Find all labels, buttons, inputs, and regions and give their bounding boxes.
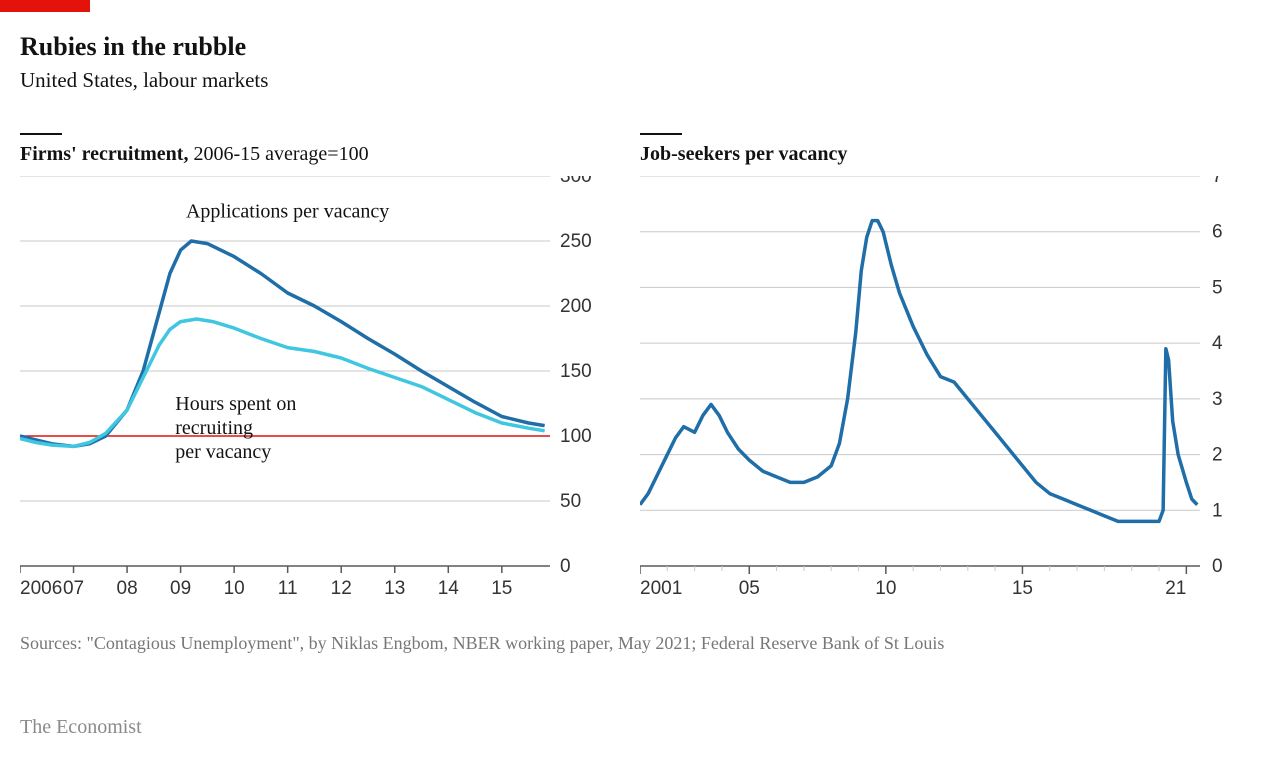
brand-label: The Economist: [20, 716, 142, 739]
svg-text:2: 2: [1212, 445, 1223, 466]
svg-text:2006: 2006: [20, 578, 62, 599]
svg-text:200: 200: [560, 296, 592, 317]
chart-title: Rubies in the rubble: [20, 32, 1260, 62]
sources-text: Sources: "Contagious Unemployment", by N…: [20, 633, 1260, 654]
svg-text:4: 4: [1212, 333, 1223, 354]
right-chart-panel: Job-seekers per vacancy 0 1 2 3 4 5 6 7 2001 05 10…: [640, 133, 1240, 621]
svg-text:Applications per vacancy: Applications per vacancy: [186, 201, 389, 223]
svg-text:15: 15: [491, 578, 512, 599]
svg-text:0: 0: [1212, 556, 1223, 577]
svg-text:3: 3: [1212, 389, 1223, 410]
svg-text:250: 250: [560, 231, 592, 252]
right-chart-svg: 0 1 2 3 4 5 6 7 2001 05 10 15 21: [640, 176, 1240, 616]
svg-text:recruiting: recruiting: [175, 417, 253, 439]
svg-text:0: 0: [560, 556, 571, 577]
svg-text:07: 07: [63, 578, 84, 599]
chart-container: Rubies in the rubble United States, labo…: [0, 0, 1280, 674]
svg-text:09: 09: [170, 578, 191, 599]
svg-text:11: 11: [278, 578, 298, 599]
svg-text:13: 13: [384, 578, 405, 599]
left-chart-panel: Firms' recruitment, 2006-15 average=100 …: [20, 133, 600, 621]
svg-text:21: 21: [1165, 578, 1186, 599]
svg-text:05: 05: [739, 578, 760, 599]
svg-text:08: 08: [117, 578, 138, 599]
svg-text:100: 100: [560, 426, 592, 447]
svg-text:5: 5: [1212, 277, 1223, 298]
svg-text:10: 10: [224, 578, 245, 599]
heading-rule: [640, 133, 682, 135]
brand-red-bar: [0, 0, 90, 12]
svg-text:15: 15: [1012, 578, 1033, 599]
svg-text:1: 1: [1212, 500, 1223, 521]
svg-text:6: 6: [1212, 222, 1223, 243]
svg-text:10: 10: [875, 578, 896, 599]
svg-text:Hours spent on: Hours spent on: [175, 393, 296, 415]
svg-text:14: 14: [438, 578, 460, 599]
left-chart-svg: 0 50 100 150 200 250 300 200607 08 09 10 11 12 13 14 15…: [20, 176, 600, 616]
heading-rule: [20, 133, 62, 135]
svg-text:300: 300: [560, 176, 592, 187]
svg-text:12: 12: [331, 578, 352, 599]
svg-text:150: 150: [560, 361, 592, 382]
left-chart-heading: Firms' recruitment, 2006-15 average=100: [20, 143, 600, 166]
svg-text:2001: 2001: [640, 578, 682, 599]
chart-subtitle: United States, labour markets: [20, 68, 1260, 93]
svg-text:7: 7: [1212, 176, 1223, 187]
charts-row: Firms' recruitment, 2006-15 average=100 …: [20, 133, 1260, 621]
right-chart-heading: Job-seekers per vacancy: [640, 143, 1240, 166]
svg-text:50: 50: [560, 491, 581, 512]
svg-text:per vacancy: per vacancy: [175, 441, 271, 463]
